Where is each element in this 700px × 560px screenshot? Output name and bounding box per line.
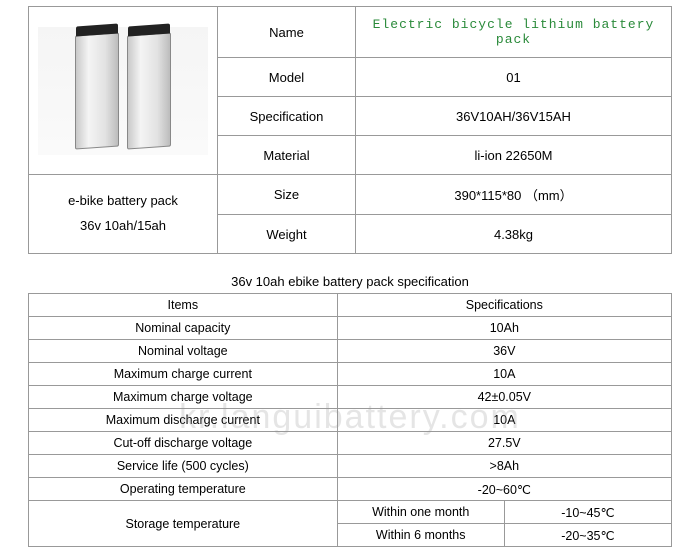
spec-value: 10A <box>337 409 671 432</box>
spec-item: Cut-off discharge voltage <box>29 432 338 455</box>
spec-header-specs: Specifications <box>337 294 671 317</box>
overview-label: Name <box>218 7 356 58</box>
spec-item-storage: Storage temperature <box>29 501 338 547</box>
spec-value: >8Ah <box>337 455 671 478</box>
spec-value: -20~60℃ <box>337 478 671 501</box>
spec-value: 27.5V <box>337 432 671 455</box>
overview-label: Material <box>218 136 356 175</box>
overview-label: Specification <box>218 97 356 136</box>
overview-label: Weight <box>218 215 356 254</box>
overview-label: Model <box>218 58 356 97</box>
spec-item: Maximum discharge current <box>29 409 338 432</box>
spec-value: 42±0.05V <box>337 386 671 409</box>
storage-cond: Within 6 months <box>337 524 504 547</box>
spec-item: Nominal capacity <box>29 317 338 340</box>
overview-value: li-ion 22650M <box>356 136 672 175</box>
storage-val: -10~45℃ <box>504 501 671 524</box>
caption-line-1: e-bike battery pack <box>33 189 213 214</box>
spec-item: Maximum charge voltage <box>29 386 338 409</box>
spec-value: 36V <box>337 340 671 363</box>
product-image <box>38 27 208 155</box>
spec-item: Nominal voltage <box>29 340 338 363</box>
caption-line-2: 36v 10ah/15ah <box>33 214 213 239</box>
spec-item: Service life (500 cycles) <box>29 455 338 478</box>
spec-table-title: 36v 10ah ebike battery pack specificatio… <box>28 274 672 289</box>
overview-label: Size <box>218 175 356 215</box>
storage-val: -20~35℃ <box>504 524 671 547</box>
spec-item: Maximum charge current <box>29 363 338 386</box>
overview-value: 36V10AH/36V15AH <box>356 97 672 136</box>
overview-value: 01 <box>356 58 672 97</box>
product-caption: e-bike battery pack 36v 10ah/15ah <box>29 175 218 254</box>
overview-value: Electric bicycle lithium battery pack <box>356 7 672 58</box>
spec-value: 10Ah <box>337 317 671 340</box>
storage-cond: Within one month <box>337 501 504 524</box>
overview-value: 4.38kg <box>356 215 672 254</box>
spec-item: Operating temperature <box>29 478 338 501</box>
product-overview-table: Name Electric bicycle lithium battery pa… <box>28 6 672 254</box>
overview-value: 390*115*80 （mm） <box>356 175 672 215</box>
spec-table: Items Specifications Nominal capacity10A… <box>28 293 672 547</box>
spec-header-items: Items <box>29 294 338 317</box>
spec-value: 10A <box>337 363 671 386</box>
product-image-cell <box>29 7 218 175</box>
